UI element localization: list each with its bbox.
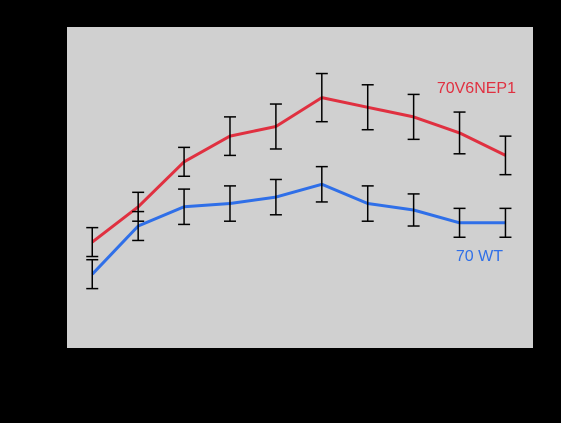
error-bar-70v6nep1-9 [453, 111, 466, 155]
error-bar-70v6nep1-7 [361, 84, 374, 131]
error-bar-70v6nep1-5 [269, 103, 282, 150]
error-bar-layer [86, 72, 512, 290]
error-bar-70v6nep1-1 [86, 226, 99, 258]
series-label-70v6nep1: 70V6NEP1 [437, 80, 516, 97]
error-bar-70v6nep1-3 [178, 146, 191, 178]
error-bar-70wt-7 [361, 185, 374, 222]
error-bar-70wt-3 [178, 188, 191, 226]
error-bar-70wt-10 [499, 207, 512, 239]
error-bar-70wt-1 [86, 258, 99, 290]
error-bar-70v6nep1-6 [315, 72, 328, 123]
error-bar-70wt-9 [453, 207, 466, 239]
series-line-70v6nep1 [91, 96, 507, 244]
error-bar-70v6nep1-8 [407, 93, 420, 141]
error-bar-70wt-8 [407, 193, 420, 227]
series-line-70wt [91, 182, 506, 276]
plot-area [67, 27, 533, 348]
error-bar-70wt-6 [315, 165, 328, 203]
series-label-70wt: 70 WT [456, 248, 503, 265]
error-bar-70v6nep1-4 [223, 116, 236, 157]
error-bar-70wt-4 [223, 185, 236, 222]
error-bar-70wt-2 [132, 210, 145, 242]
error-bar-70v6nep1-10 [499, 135, 512, 176]
series-layer [91, 96, 507, 276]
error-bar-70wt-5 [269, 178, 282, 216]
